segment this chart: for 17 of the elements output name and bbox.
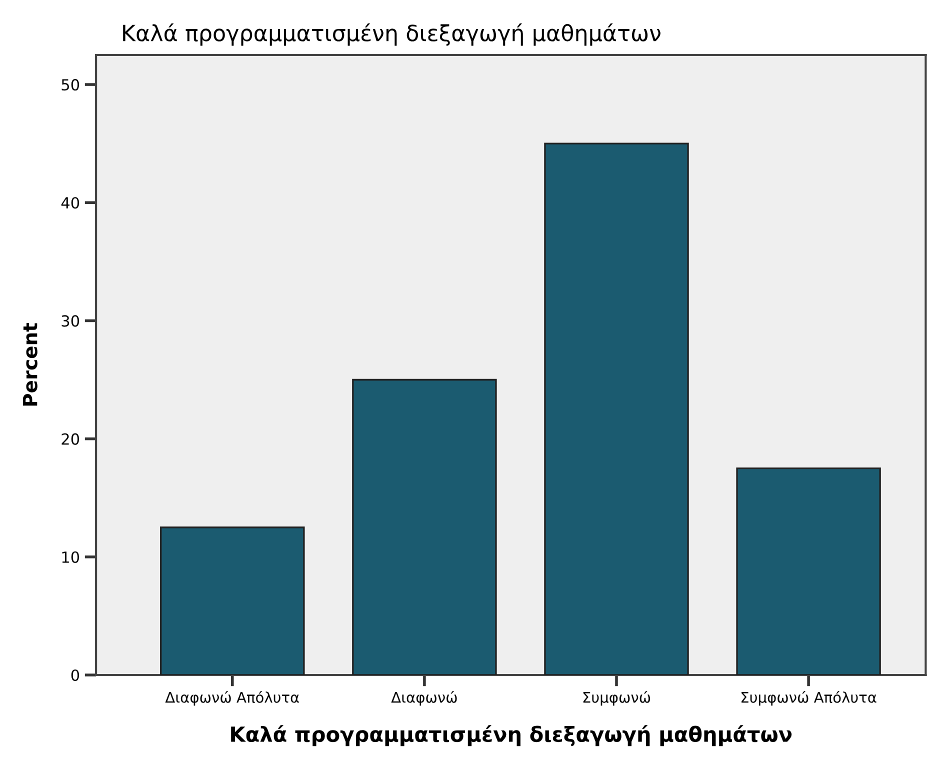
bar xyxy=(352,378,497,675)
chart-title: Καλά προγραμματισμένη διεξαγωγή μαθημάτων xyxy=(123,23,660,46)
x-tick-label: Διαφωνώ Απόλυτα xyxy=(165,690,299,706)
bar xyxy=(160,526,305,675)
bar xyxy=(544,142,689,675)
y-tick-label: 0 xyxy=(71,669,80,682)
y-axis-title: Percent xyxy=(22,323,38,406)
y-tick-label: 50 xyxy=(62,78,80,91)
y-tick-label: 10 xyxy=(62,551,80,563)
x-axis-title: Καλά προγραμματισμένη διεξαγωγή μαθημάτων xyxy=(231,725,792,746)
y-tick-label: 20 xyxy=(62,433,80,445)
x-tick-label: Διαφωνώ xyxy=(391,690,457,706)
y-tick-label: 30 xyxy=(62,315,80,327)
y-tick-label: 40 xyxy=(61,197,80,209)
x-tick-label: Συμφωνώ xyxy=(583,690,650,706)
bar xyxy=(736,467,881,675)
x-tick-label: Συμφωνώ Απόλυτα xyxy=(742,690,876,706)
